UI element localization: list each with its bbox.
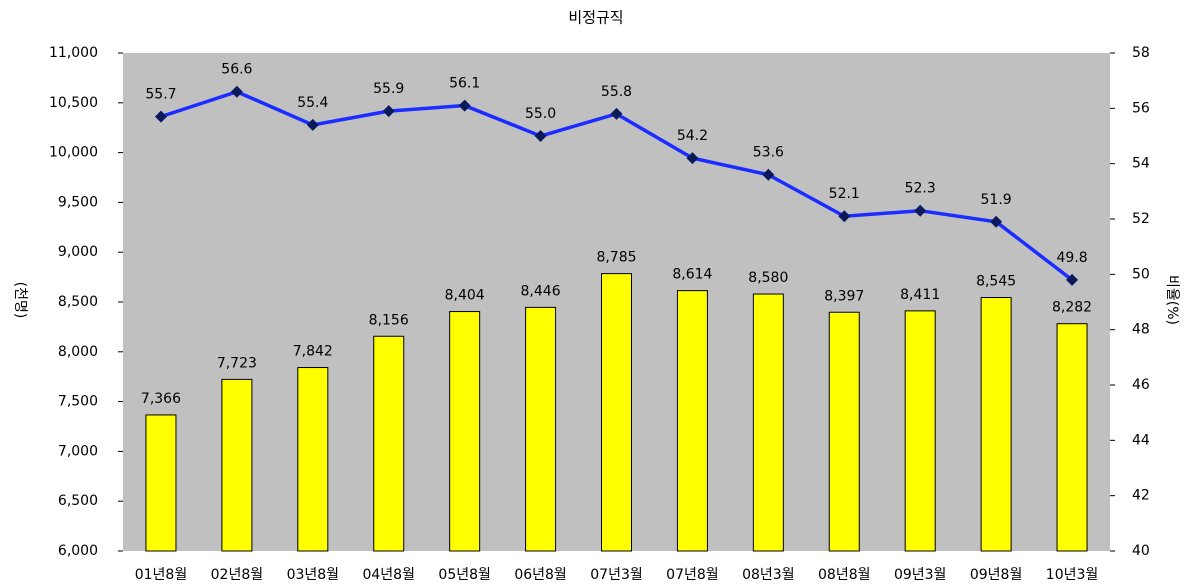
y2-tick-label: 46 xyxy=(1132,377,1150,393)
bar-value-label: 7,366 xyxy=(141,391,181,407)
y-tick-label: 7,500 xyxy=(58,394,98,410)
line-value-label: 56.6 xyxy=(221,62,252,78)
y-tick-label: 10,000 xyxy=(49,145,98,161)
bar xyxy=(145,414,177,552)
bar-value-label: 8,545 xyxy=(976,274,1016,290)
line-marker xyxy=(914,204,927,217)
x-tick-label: 07년3월 xyxy=(590,567,642,583)
x-tick-label: 08년3월 xyxy=(742,567,794,583)
y-tick-label: 6,000 xyxy=(58,543,98,559)
y-tick-label: 11,000 xyxy=(49,45,98,61)
line-value-label: 55.8 xyxy=(601,84,632,100)
x-tick-label: 03년8월 xyxy=(287,567,339,583)
y2-tick-label: 54 xyxy=(1132,156,1150,172)
x-tick-label: 07년8월 xyxy=(666,567,718,583)
bar-value-label: 8,397 xyxy=(824,288,864,304)
y-tick-label: 8,000 xyxy=(58,344,98,360)
bar xyxy=(752,293,784,552)
y2-tick-label: 50 xyxy=(1132,266,1150,282)
bar xyxy=(980,297,1012,552)
y2-tick-label: 52 xyxy=(1132,211,1150,227)
bar-value-label: 8,580 xyxy=(748,270,788,286)
line-value-label: 55.7 xyxy=(145,87,176,103)
bar xyxy=(904,310,936,552)
bar xyxy=(601,273,632,552)
line-marker xyxy=(382,105,395,118)
y2-axis-label: 비율(%) xyxy=(1164,275,1180,325)
line-marker xyxy=(762,168,775,181)
line-value-label: 56.1 xyxy=(449,76,480,92)
x-tick-label: 01년8월 xyxy=(135,567,187,583)
y-tick-label: 9,000 xyxy=(58,244,98,260)
bar xyxy=(373,335,405,552)
x-tick-label: 08년8월 xyxy=(818,567,870,583)
line-marker xyxy=(534,130,547,142)
y-tick-label: 9,500 xyxy=(58,194,98,210)
x-tick-label: 06년8월 xyxy=(514,567,566,583)
line-marker xyxy=(686,152,699,165)
y-tick-label: 7,000 xyxy=(58,443,98,459)
bar-value-label: 8,282 xyxy=(1052,300,1092,316)
y2-tick-label: 44 xyxy=(1132,432,1150,448)
y-tick-label: 8,500 xyxy=(58,294,98,310)
bar-value-label: 8,614 xyxy=(672,267,712,283)
bar xyxy=(676,290,708,552)
line-value-label: 54.2 xyxy=(677,128,708,144)
y2-tick-label: 48 xyxy=(1132,322,1150,338)
y2-tick-label: 40 xyxy=(1132,543,1150,559)
y-axis-label: (천명) xyxy=(12,282,28,319)
line-marker xyxy=(154,110,167,123)
bar-value-label: 8,411 xyxy=(900,287,940,303)
x-tick-label: 09년8월 xyxy=(970,567,1022,583)
y-tick-label: 10,500 xyxy=(49,95,98,111)
bar xyxy=(297,367,329,552)
line-marker xyxy=(306,118,319,131)
x-tick-label: 10년3월 xyxy=(1046,567,1098,583)
line-marker xyxy=(458,99,471,112)
bar-value-label: 8,404 xyxy=(445,288,485,304)
line-marker xyxy=(990,215,1003,228)
y2-tick-label: 56 xyxy=(1132,100,1150,116)
line-marker xyxy=(838,210,851,223)
bar-value-label: 7,723 xyxy=(217,355,257,371)
bar-value-label: 8,785 xyxy=(596,250,636,266)
chart-title: 비정규직 xyxy=(568,9,623,27)
line-marker xyxy=(230,85,243,98)
line-marker xyxy=(610,107,623,120)
line-value-label: 55.0 xyxy=(525,106,556,122)
bar xyxy=(449,311,481,552)
x-tick-label: 02년8월 xyxy=(211,567,263,583)
bar xyxy=(525,306,557,552)
line-value-label: 51.9 xyxy=(981,192,1012,208)
line-value-label: 52.1 xyxy=(829,186,860,202)
x-tick-label: 04년8월 xyxy=(362,567,414,583)
x-tick-label: 09년3월 xyxy=(894,567,946,583)
y-tick-label: 6,500 xyxy=(58,493,98,509)
x-tick-label: 05년8월 xyxy=(438,567,490,583)
line-value-label: 52.3 xyxy=(905,181,936,197)
bar xyxy=(1056,323,1088,552)
y2-tick-label: 42 xyxy=(1132,488,1150,504)
bar xyxy=(221,378,253,552)
line-value-label: 49.8 xyxy=(1056,250,1087,266)
line-value-label: 55.4 xyxy=(297,95,328,111)
bar-value-label: 7,842 xyxy=(293,344,333,360)
bar-value-label: 8,446 xyxy=(521,283,561,299)
bar-value-label: 8,156 xyxy=(369,312,409,328)
line-marker xyxy=(1066,273,1079,286)
y2-tick-label: 58 xyxy=(1132,45,1150,61)
bar xyxy=(828,311,860,552)
line-value-label: 53.6 xyxy=(753,145,784,161)
line-value-label: 55.9 xyxy=(373,81,404,97)
